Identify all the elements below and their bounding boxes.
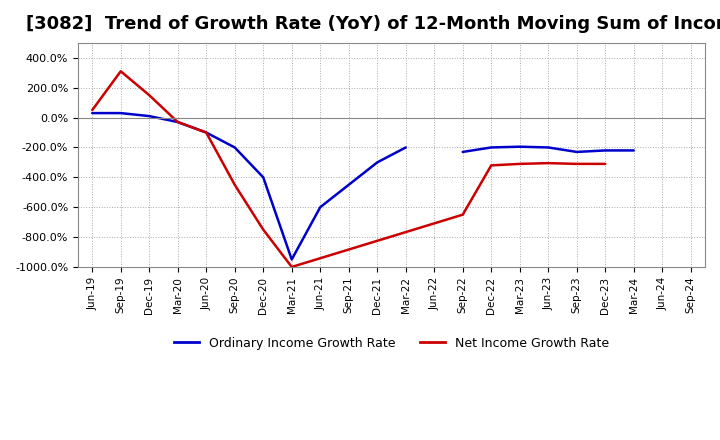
Legend: Ordinary Income Growth Rate, Net Income Growth Rate: Ordinary Income Growth Rate, Net Income …	[168, 332, 614, 355]
Title: [3082]  Trend of Growth Rate (YoY) of 12-Month Moving Sum of Incomes: [3082] Trend of Growth Rate (YoY) of 12-…	[26, 15, 720, 33]
